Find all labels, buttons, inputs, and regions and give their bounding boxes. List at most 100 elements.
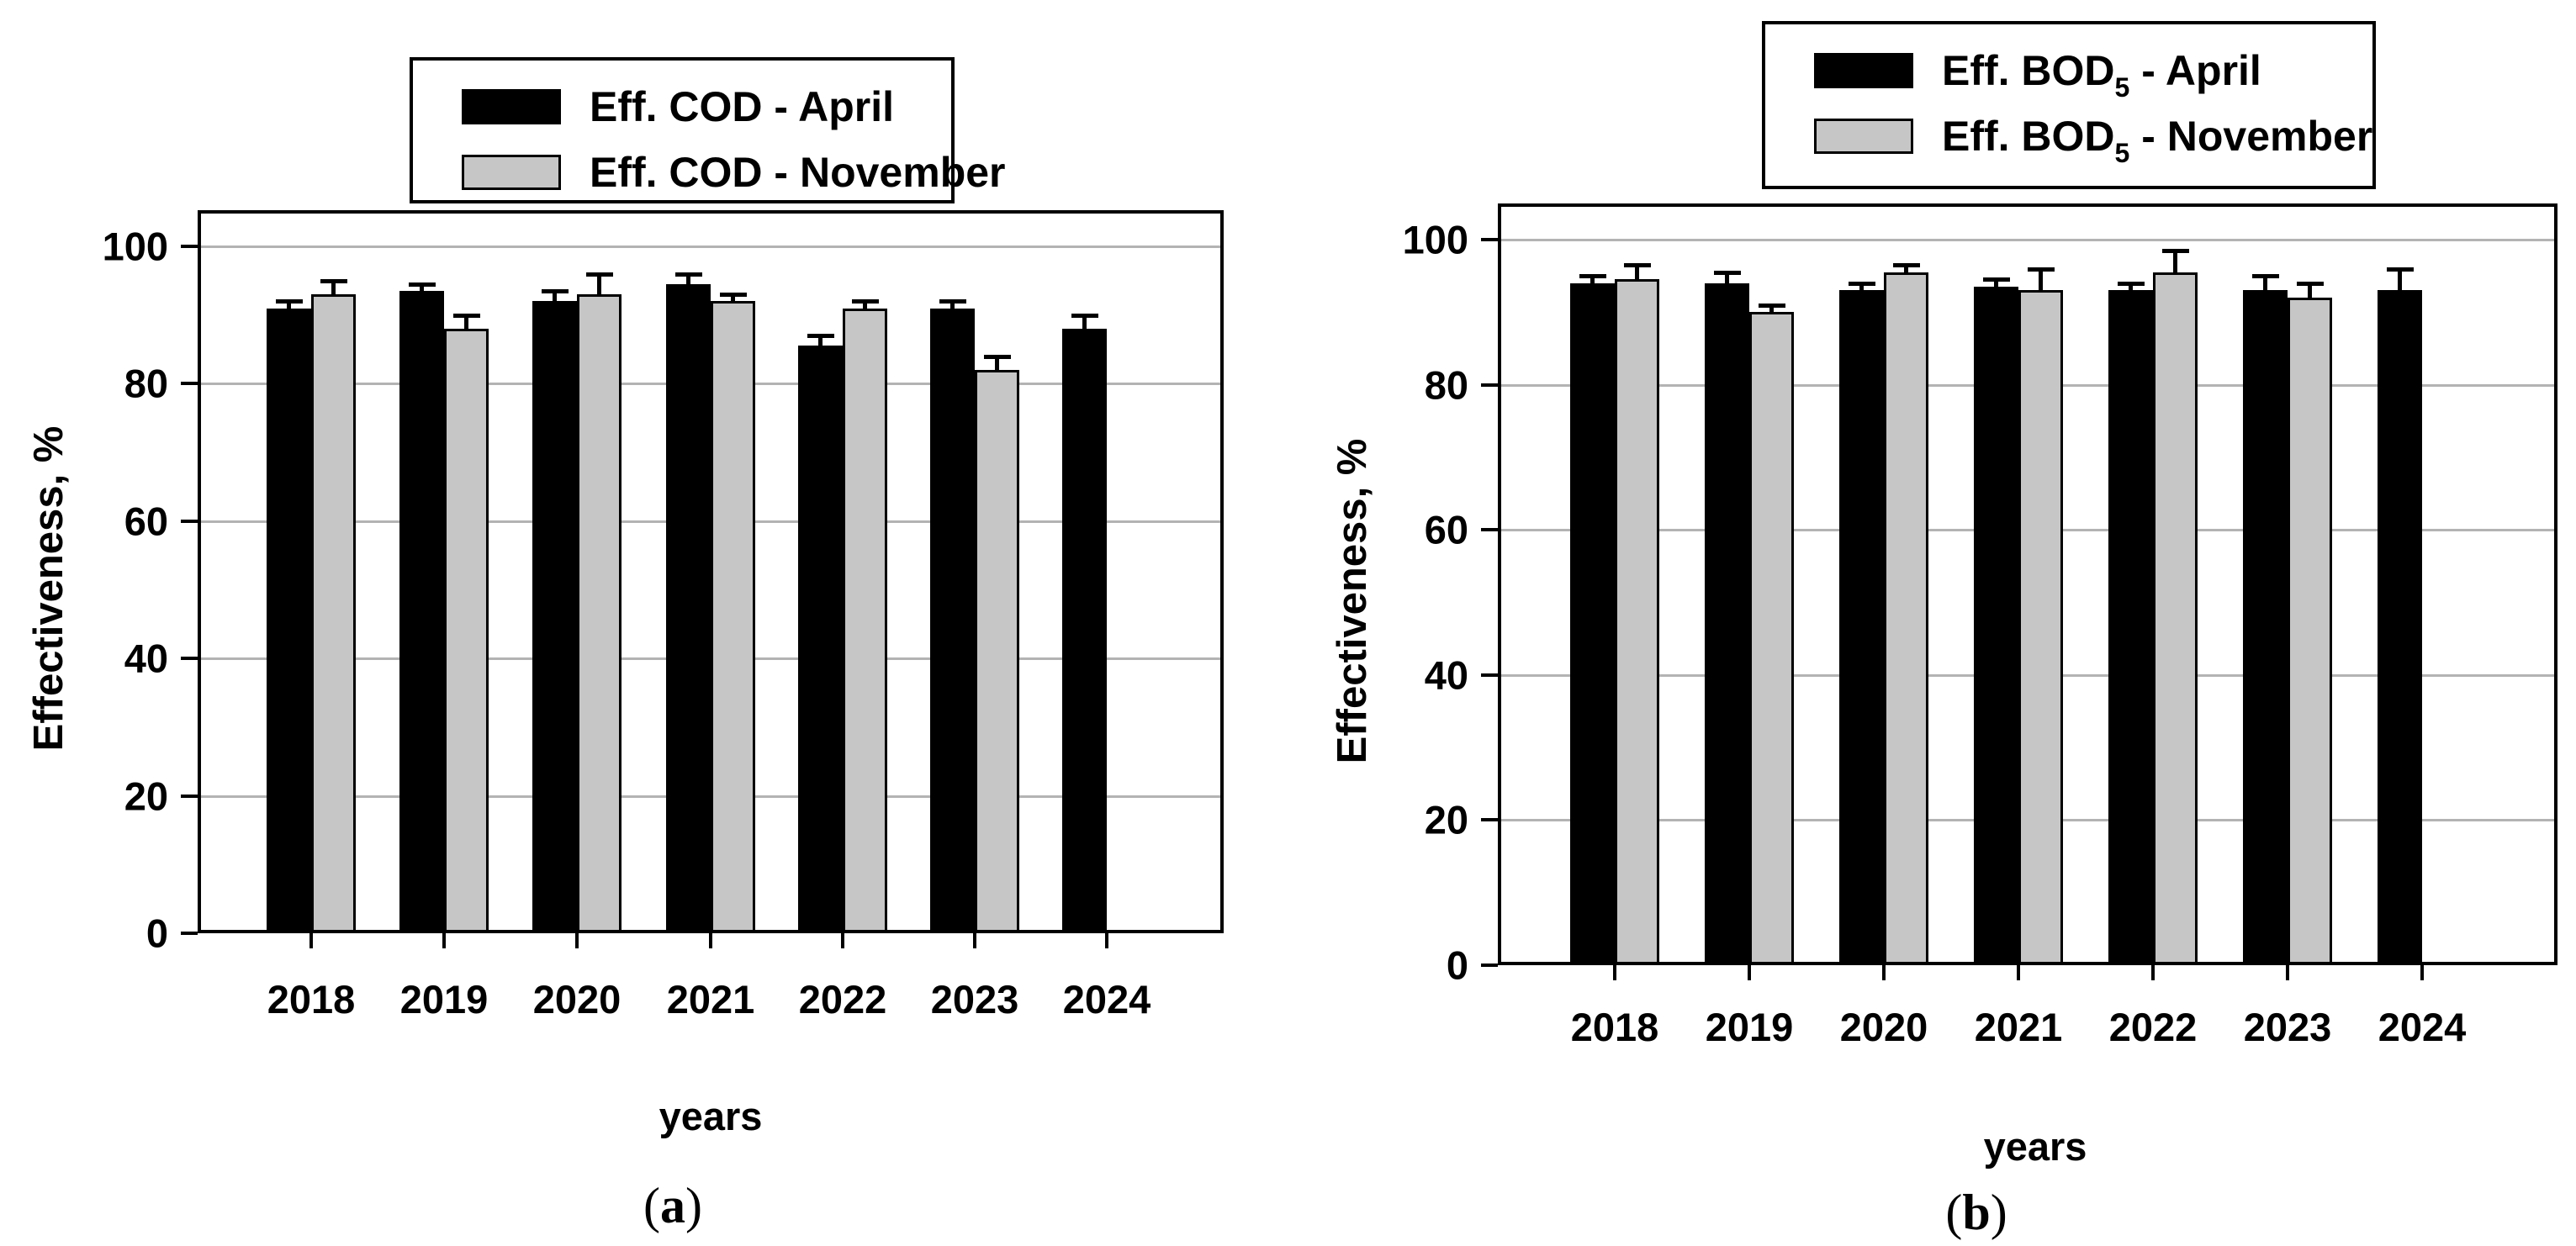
- x-tick-label-2024: 2024: [1062, 977, 1151, 1022]
- panel-b-caption: (b): [1945, 1185, 2007, 1240]
- error-bar-cap: [939, 299, 966, 304]
- x-tick-2022: [2151, 965, 2155, 980]
- bar-2018-april: [267, 308, 311, 933]
- error-bar-cap: [452, 313, 480, 318]
- bar-2021-november: [711, 301, 755, 933]
- x-tick-label-2022: 2022: [2108, 1005, 2198, 1049]
- x-tick-2020: [1882, 965, 1886, 980]
- error-bar-stem: [1590, 276, 1595, 283]
- y-tick-100: [1481, 238, 1498, 241]
- error-bar-cap: [320, 278, 347, 283]
- panel-a-x-axis-label: years: [659, 1094, 763, 1138]
- error-bar-stem: [1082, 314, 1087, 330]
- y-tick-label-0: 0: [145, 911, 168, 956]
- error-bar-stem: [2263, 276, 2267, 291]
- legend-row-april: Eff. COD - April: [413, 82, 951, 133]
- bar-2020-november: [577, 294, 622, 933]
- gridline-100: [1498, 239, 2557, 241]
- legend-label-november: Eff. COD - November: [590, 149, 1006, 196]
- error-bar-cap: [2386, 267, 2414, 272]
- y-tick-40: [1481, 673, 1498, 677]
- error-bar-cap: [275, 299, 303, 304]
- x-tick-label-2023: 2023: [2243, 1005, 2332, 1049]
- x-tick-label-2023: 2023: [930, 977, 1019, 1022]
- x-tick-2020: [575, 933, 579, 948]
- error-bar-cap: [2027, 267, 2055, 272]
- error-bar-stem: [2308, 282, 2312, 298]
- error-bar-stem: [597, 273, 601, 295]
- error-bar-stem: [686, 273, 690, 284]
- error-bar-stem: [995, 356, 999, 371]
- x-tick-2019: [442, 933, 446, 948]
- bar-2022-november: [2153, 272, 2198, 965]
- error-bar-cap: [2117, 281, 2145, 286]
- bar-2019-april: [1705, 282, 1749, 965]
- y-tick-label-0: 0: [1446, 942, 1468, 988]
- x-tick-2021: [2017, 965, 2020, 980]
- y-tick-label-40: 40: [124, 636, 168, 681]
- bar-2019-november: [444, 329, 489, 933]
- bar-2020-april: [532, 301, 577, 933]
- y-tick-label-40: 40: [1424, 652, 1468, 698]
- bar-2019-april: [399, 291, 444, 933]
- y-tick-0: [181, 932, 198, 935]
- x-tick-label-2021: 2021: [1974, 1005, 2063, 1049]
- error-bar-cap: [1848, 281, 1875, 286]
- bar-2021-april: [666, 283, 711, 933]
- error-bar-cap: [2296, 281, 2324, 286]
- error-bar-cap: [1713, 270, 1741, 275]
- x-tick-label-2020: 2020: [532, 977, 622, 1022]
- x-tick-2018: [309, 933, 313, 948]
- panel-a-legend: Eff. COD - April Eff. COD - November: [410, 57, 1006, 203]
- legend-row-november: Eff. BOD5 - November: [1765, 112, 2372, 168]
- legend-label-april: Eff. COD - April: [590, 83, 895, 130]
- bar-2018-november: [1615, 279, 1659, 965]
- error-bar-cap: [585, 272, 613, 277]
- bar-2024-april: [2378, 290, 2422, 965]
- x-tick-2022: [841, 933, 844, 948]
- legend-swatch-april: [1814, 53, 1913, 88]
- x-tick-2019: [1748, 965, 1751, 980]
- error-bar-stem: [1859, 282, 1864, 291]
- y-tick-60: [181, 519, 198, 523]
- bar-2021-april: [1974, 287, 2018, 965]
- x-tick-label-2019: 2019: [399, 977, 489, 1022]
- error-bar-cap: [1579, 274, 1606, 279]
- gridline-100: [198, 246, 1224, 248]
- x-tick-label-2024: 2024: [2378, 1005, 2467, 1049]
- x-tick-2024: [1105, 933, 1108, 948]
- y-tick-80: [181, 382, 198, 386]
- error-bar-cap: [1623, 263, 1651, 268]
- y-tick-label-100: 100: [102, 224, 168, 269]
- bar-2023-april: [930, 308, 975, 933]
- error-bar-cap: [719, 293, 747, 298]
- bar-2022-april: [798, 346, 843, 933]
- error-bar-cap: [983, 354, 1011, 359]
- error-bar-cap: [541, 289, 569, 294]
- y-tick-label-20: 20: [1424, 797, 1468, 842]
- error-bar-stem: [464, 314, 468, 330]
- error-bar-stem: [287, 301, 291, 309]
- y-tick-60: [1481, 528, 1498, 532]
- legend-swatch-november: [1814, 119, 1913, 154]
- error-bar-stem: [2129, 282, 2133, 291]
- error-bar-cap: [674, 272, 702, 277]
- error-bar-stem: [818, 335, 823, 346]
- y-tick-100: [181, 245, 198, 248]
- panel-a-y-axis-label: Effectiveness, %: [26, 425, 71, 752]
- y-tick-label-60: 60: [1424, 507, 1468, 552]
- error-bar-cap: [1758, 303, 1785, 308]
- y-tick-label-20: 20: [124, 773, 168, 819]
- error-bar-cap: [2161, 248, 2189, 253]
- y-tick-20: [1481, 818, 1498, 822]
- error-bar-stem: [420, 283, 424, 292]
- y-tick-label-60: 60: [124, 499, 168, 544]
- legend-row-april: Eff. BOD5 - April: [1765, 46, 2372, 103]
- y-tick-label-80: 80: [124, 361, 168, 406]
- error-bar-cap: [408, 282, 436, 287]
- x-tick-label-2022: 2022: [798, 977, 887, 1022]
- error-bar-cap: [2251, 274, 2279, 279]
- error-bar-cap: [807, 334, 834, 339]
- y-tick-label-80: 80: [1424, 362, 1468, 408]
